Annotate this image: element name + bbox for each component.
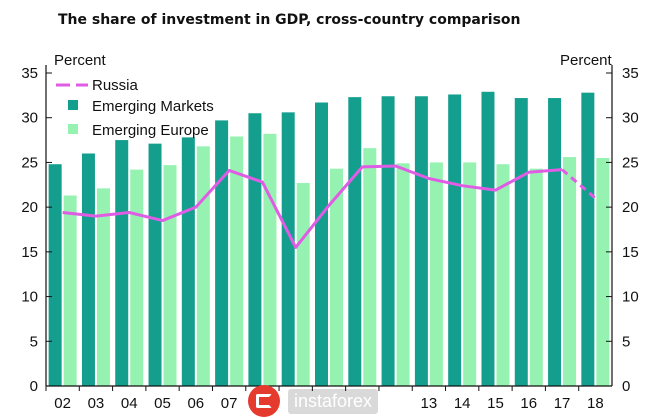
y-tick-label-left: 0 — [30, 378, 38, 395]
y-tick-label-right: 35 — [622, 65, 639, 82]
bar-emerging-europe — [263, 133, 277, 386]
bar-emerging-europe — [363, 148, 377, 386]
bar-emerging-markets — [148, 143, 162, 386]
y-axis-unit-left: Percent — [54, 52, 106, 69]
bar-emerging-europe — [163, 165, 177, 386]
bar-emerging-europe — [196, 146, 210, 386]
bar-emerging-markets — [448, 94, 462, 386]
y-tick-label-right: 10 — [622, 289, 639, 306]
legend-label-emerging-europe: Emerging Europe — [92, 122, 209, 139]
bar-emerging-europe — [296, 182, 310, 386]
bar-emerging-europe — [463, 162, 477, 386]
bar-emerging-markets — [48, 164, 62, 386]
bar-emerging-markets — [381, 96, 395, 386]
x-tick-label: 16 — [520, 395, 537, 412]
bar-emerging-markets — [315, 102, 328, 387]
bar-emerging-markets — [481, 91, 495, 386]
bar-emerging-europe — [496, 164, 510, 386]
bar-emerging-markets — [281, 112, 295, 386]
bar-emerging-markets — [348, 97, 362, 386]
y-tick-label-right: 15 — [622, 244, 639, 261]
y-tick-label-left: 35 — [21, 65, 38, 82]
y-tick-label-right: 25 — [622, 154, 639, 171]
x-tick-label: 13 — [421, 395, 438, 412]
bar-emerging-markets — [115, 140, 129, 386]
watermark-text: instaforex — [288, 388, 379, 414]
bar-emerging-markets — [514, 98, 528, 386]
y-tick-label-left: 20 — [21, 199, 38, 216]
bar-emerging-europe — [63, 195, 77, 386]
line-russia-forecast — [561, 168, 597, 200]
y-tick-label-left: 25 — [21, 154, 38, 171]
y-tick-label-left: 15 — [21, 244, 38, 261]
y-tick-label-right: 20 — [622, 199, 639, 216]
bar-emerging-europe — [563, 157, 577, 386]
bar-emerging-markets — [215, 120, 229, 386]
x-tick-label: 05 — [154, 395, 171, 412]
line-russia — [62, 164, 563, 249]
x-tick-label: 04 — [121, 395, 138, 412]
y-tick-label-right: 0 — [622, 378, 630, 395]
x-tick-label: 14 — [454, 395, 471, 412]
x-tick-label: 17 — [554, 395, 571, 412]
y-tick-label-left: 10 — [21, 289, 38, 306]
bar-emerging-europe — [96, 188, 110, 386]
bar-emerging-europe — [130, 169, 144, 386]
bar-emerging-markets — [81, 153, 95, 386]
y-tick-label-left: 30 — [21, 110, 38, 127]
y-tick-label-right: 5 — [622, 333, 630, 350]
chart-title: The share of investment in GDP, cross-co… — [58, 12, 521, 28]
y-axis-unit-right: Percent — [560, 52, 612, 69]
legend-swatch-emerging-markets — [68, 100, 78, 110]
bar-emerging-markets — [248, 113, 262, 386]
bar-emerging-markets — [181, 137, 195, 386]
x-tick-label: 06 — [187, 395, 204, 412]
legend-swatch-emerging-europe — [68, 124, 78, 134]
bar-emerging-europe — [429, 162, 443, 386]
watermark: instaforex — [248, 384, 420, 418]
x-tick-label: 07 — [221, 395, 238, 412]
bar-emerging-europe — [529, 168, 543, 386]
y-tick-label-right: 30 — [622, 110, 639, 127]
bar-emerging-markets — [414, 96, 428, 386]
legend-label-emerging-markets: Emerging Markets — [92, 98, 214, 115]
bar-emerging-europe — [330, 168, 343, 386]
x-tick-label: 03 — [88, 395, 105, 412]
bar-emerging-europe — [230, 136, 244, 386]
x-tick-label: 02 — [54, 395, 71, 412]
bar-emerging-europe — [396, 163, 410, 386]
x-tick-label: 18 — [587, 395, 604, 412]
y-tick-label-left: 5 — [30, 333, 38, 350]
bar-emerging-markets — [581, 92, 595, 386]
bar-emerging-markets — [548, 98, 562, 386]
watermark-logo-icon — [248, 385, 280, 417]
x-tick-label: 15 — [487, 395, 504, 412]
legend-label-russia: Russia — [92, 77, 139, 94]
bar-emerging-europe — [596, 157, 610, 386]
